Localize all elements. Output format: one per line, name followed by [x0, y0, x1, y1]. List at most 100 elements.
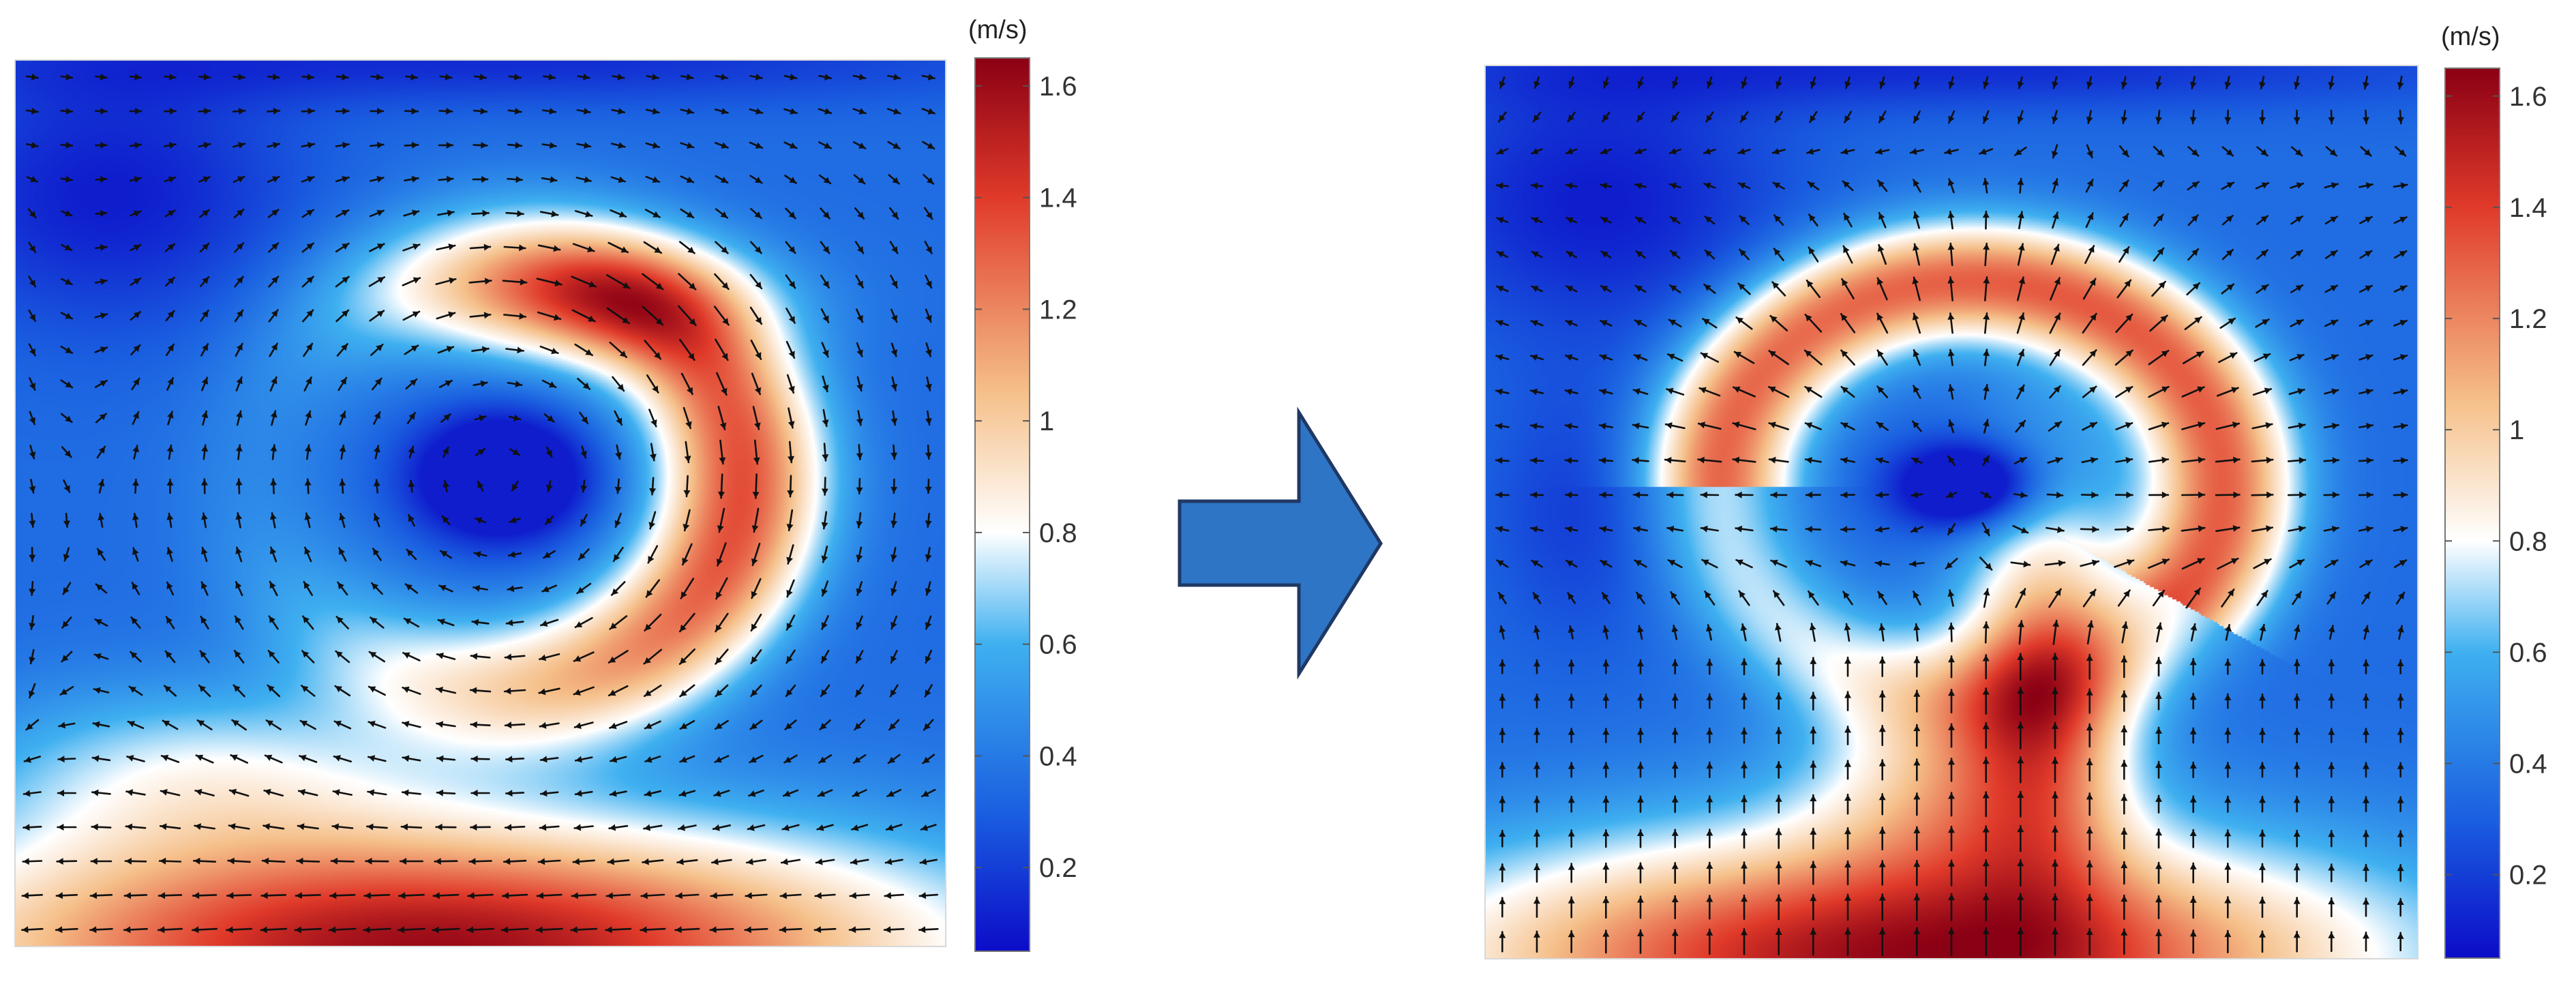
velocity-vector-head	[856, 622, 863, 629]
velocity-vector-head	[2020, 526, 2028, 533]
velocity-vector-head	[541, 756, 548, 763]
velocity-vector-head	[1947, 313, 1955, 320]
velocity-vector-head	[644, 824, 651, 831]
velocity-vector-head	[1878, 657, 1886, 664]
velocity-vector-head	[1773, 591, 1780, 598]
velocity-vector-head	[2086, 793, 2093, 800]
velocity-vector-head	[449, 277, 456, 284]
velocity-vector-head	[721, 142, 728, 149]
velocity-vector-head	[1948, 927, 1955, 934]
velocity-vector-head	[716, 591, 723, 599]
velocity-vector-head	[2397, 694, 2404, 701]
velocity-vector-head	[1771, 559, 1778, 566]
velocity-vector-head	[821, 522, 828, 529]
velocity-vector-head	[588, 315, 595, 322]
velocity-vector-head	[334, 720, 342, 727]
velocity-vector-head	[475, 517, 483, 524]
velocity-vector-head	[238, 108, 245, 115]
velocity-vector-head	[1667, 491, 1674, 498]
velocity-vector-head	[376, 344, 383, 352]
velocity-vector-head	[1770, 316, 1778, 323]
velocity-vector-head	[31, 108, 38, 115]
velocity-vector-head	[925, 418, 932, 425]
velocity-vector-head	[377, 243, 385, 250]
velocity-vector-head	[98, 447, 105, 454]
velocity-vector-head	[2328, 694, 2335, 701]
colorbar-tick-label: 0.6	[2509, 638, 2547, 668]
velocity-vector-head	[1499, 80, 1506, 88]
velocity-vector-head	[614, 520, 621, 527]
velocity-vector-head	[1774, 215, 1782, 222]
velocity-vector-head	[1533, 762, 1540, 769]
velocity-vector-head	[440, 550, 448, 557]
velocity-vector-head	[1948, 456, 1955, 464]
velocity-vector-head	[60, 688, 68, 695]
velocity-vector-head	[65, 73, 72, 80]
velocity-vector-head	[2017, 179, 2024, 185]
right-arrow-icon	[1178, 406, 1383, 680]
velocity-vector-head	[2086, 179, 2093, 187]
velocity-vector-head	[857, 211, 864, 219]
velocity-vector-head	[2224, 931, 2232, 938]
velocity-vector-head	[2089, 350, 2097, 357]
velocity-vector-head	[1565, 388, 1572, 396]
velocity-vector-head	[1531, 320, 1538, 327]
velocity-vector-head	[1913, 793, 1921, 800]
velocity-vector-head	[1637, 863, 1644, 869]
velocity-vector-head	[1810, 928, 1817, 935]
velocity-vector-head	[676, 892, 683, 899]
velocity-vector-head	[541, 790, 548, 797]
velocity-vector-head	[545, 484, 553, 492]
velocity-vector-head	[484, 278, 492, 285]
velocity-vector-head	[261, 892, 268, 899]
velocity-vector-head	[755, 281, 762, 288]
velocity-vector-head	[29, 245, 35, 252]
velocity-vector-head	[1913, 624, 1920, 631]
velocity-vector-head	[364, 892, 371, 899]
velocity-vector-head	[2265, 422, 2273, 429]
velocity-vector-head	[686, 176, 693, 183]
velocity-vector-head	[2198, 491, 2204, 498]
velocity-vector-head	[467, 926, 474, 934]
velocity-vector-head	[408, 515, 415, 522]
velocity-vector-head	[2230, 558, 2238, 565]
colorbar-tick-label: 1	[2509, 415, 2524, 445]
left-vector-arrows	[20, 73, 939, 934]
left-panel: (m/s) 0.2 0.4 0.6 0.8 1 1.2 1.4 1.6	[14, 16, 1077, 952]
velocity-vector-head	[573, 689, 581, 696]
velocity-vector-head	[409, 379, 417, 386]
velocity-vector-head	[851, 858, 858, 865]
velocity-vector-head	[2155, 117, 2162, 123]
velocity-vector-head	[550, 176, 557, 183]
velocity-vector-head	[2299, 491, 2306, 498]
right-colorbar: (m/s) 0.2 0.4 0.6 0.8 1 1.2 1.4 1.6	[2441, 23, 2547, 959]
velocity-vector-head	[100, 312, 107, 319]
velocity-vector-head	[1741, 728, 1748, 734]
velocity-vector-head	[1948, 115, 1955, 123]
velocity-vector-head	[1602, 863, 1610, 870]
colorbar-tick-label: 1	[1039, 406, 1054, 436]
velocity-vector-head	[1878, 591, 1885, 599]
velocity-vector-head	[858, 74, 866, 80]
velocity-vector-head	[2266, 456, 2273, 464]
velocity-vector-head	[477, 449, 485, 456]
velocity-vector-head	[892, 177, 899, 184]
velocity-vector-head	[1982, 723, 1990, 730]
velocity-vector-head	[755, 352, 762, 359]
velocity-vector-head	[2121, 828, 2128, 835]
velocity-vector-head	[856, 689, 863, 697]
velocity-vector-head	[1671, 796, 1679, 803]
velocity-vector-head	[1568, 931, 1575, 938]
velocity-vector-head	[2259, 897, 2266, 904]
velocity-vector-head	[506, 619, 513, 627]
velocity-vector-head	[1533, 660, 1540, 667]
velocity-vector-head	[1948, 689, 1955, 696]
velocity-vector-head	[2121, 794, 2128, 801]
velocity-vector-head	[30, 176, 38, 183]
velocity-vector-head	[588, 281, 596, 288]
velocity-vector-head	[201, 479, 208, 486]
velocity-vector-head	[1773, 182, 1781, 189]
velocity-vector-head	[268, 651, 275, 658]
velocity-vector-head	[686, 211, 693, 218]
velocity-vector-head	[372, 583, 379, 590]
